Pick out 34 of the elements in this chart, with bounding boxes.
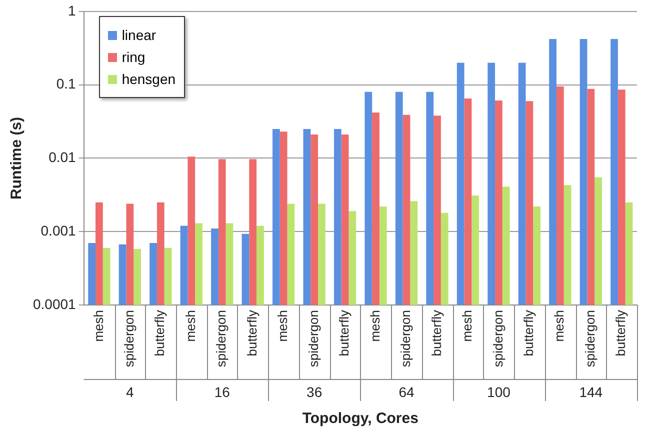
x-tick-label: butterfly [521,310,536,356]
x-tick-label: butterfly [428,310,444,356]
y-tick-label: 0.0001 [32,296,76,312]
x-tick-label: spidergon [582,310,598,368]
x-tick-label: mesh [552,310,567,342]
text: 36 [306,384,322,400]
x-tick-label: mesh [182,310,198,342]
x-tick-label: butterfly [613,310,628,356]
x-tick-label: mesh [367,310,382,342]
x-tick-label: mesh [460,310,475,342]
x-axis-title: Topology, Cores [302,410,418,428]
y-axis-title: Runtime (s) [8,116,26,200]
y-tick-label: 0.01 [48,149,76,166]
text: 16 [214,384,230,400]
y-tick-label: 1 [68,2,76,18]
x-tick-label: mesh [275,310,290,342]
x-tick-label: butterfly [152,310,168,356]
x-tick-label: spidergon [398,310,414,368]
x-tick-label: spidergon [121,310,136,368]
legend-label: linear [122,27,156,44]
legend-label: ring [122,49,146,66]
x-tick-label: butterfly [336,310,352,356]
text: 144 [579,384,603,400]
text: 64 [398,384,415,400]
text: 100 [487,384,511,400]
legend-label: hensgen [122,71,176,88]
y-tick-label: 0.1 [56,76,76,92]
x-tick-label: spidergon [306,310,321,368]
text: 4 [126,384,134,400]
x-tick-label: butterfly [244,310,260,356]
x-tick-label: spidergon [490,310,506,368]
x-tick-label: mesh [90,310,106,342]
y-tick-label: 0.001 [40,222,76,238]
x-tick-label: spidergon [214,310,229,368]
